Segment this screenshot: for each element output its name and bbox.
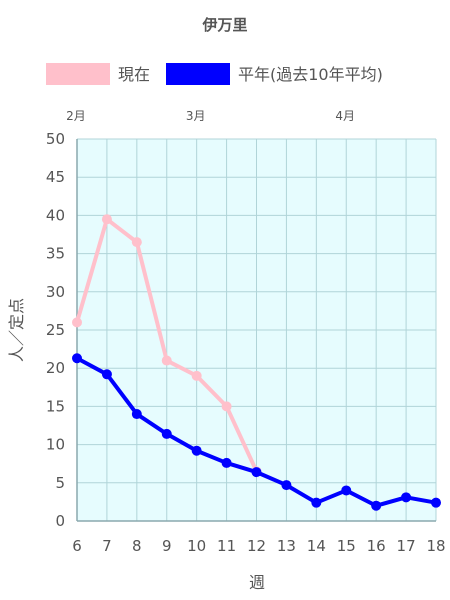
month-label: 4月 [335,109,355,123]
grid [76,138,437,522]
legend-swatch [166,63,230,85]
month-label: 3月 [186,109,206,123]
legend-item: 現在 [46,63,150,85]
y-axis-label: 人／定点 [7,298,26,362]
y-tick-label: 10 [46,436,65,454]
x-tick-label: 18 [426,537,445,555]
data-point [341,485,352,496]
month-labels: 2月 3月 4月 [66,109,355,123]
y-tick-label: 25 [46,321,65,339]
x-tick-label: 7 [102,537,112,555]
data-point [101,214,112,225]
legend-label: 現在 [118,65,150,84]
legend: 現在 平年(過去10年平均) [46,63,383,85]
x-tick-label: 15 [337,537,356,555]
data-point [281,480,292,491]
x-axis-label: 週 [249,573,265,592]
data-point [72,317,82,328]
y-tick-label: 15 [46,397,65,415]
chart-title: 伊万里 [201,16,247,34]
data-point [101,369,112,380]
data-point [401,492,412,503]
data-point [251,467,262,478]
data-point [161,428,172,439]
x-tick-label: 10 [187,537,206,555]
axes [76,139,436,522]
x-tick-label: 8 [132,537,142,555]
y-tick-label: 45 [46,168,65,186]
data-point [131,409,142,420]
month-label: 2月 [66,109,86,123]
series-2 [72,353,441,511]
x-tick-label: 17 [397,537,416,555]
x-tick-label: 6 [72,537,82,555]
legend-swatch [46,63,110,85]
y-tick-label: 35 [46,245,65,263]
data-point [72,353,82,364]
data-point [191,370,202,381]
x-tick-label: 16 [367,537,386,555]
x-tick-label: 11 [217,537,236,555]
y-tick-label: 50 [46,130,65,148]
data-point [431,497,441,508]
data-point [221,401,232,412]
y-tick-label: 0 [55,512,65,530]
x-tick-label: 13 [277,537,296,555]
data-point [371,500,382,511]
x-tick-label: 14 [307,537,326,555]
legend-label: 平年(過去10年平均) [238,65,383,84]
x-tick-labels: 6 7 8 9 10 11 12 13 14 15 16 17 18 [72,537,445,555]
y-tick-label: 40 [46,206,65,224]
data-point [221,457,232,468]
data-point [131,237,142,248]
y-tick-labels: 0 5 10 15 20 25 30 35 40 45 50 [46,130,65,530]
x-tick-label: 9 [162,537,172,555]
series-layer [72,214,441,511]
data-point [161,355,172,366]
data-point [311,497,322,508]
x-tick-label: 12 [247,537,266,555]
y-tick-label: 20 [46,359,65,377]
y-tick-label: 30 [46,283,65,301]
y-tick-label: 5 [55,474,65,492]
legend-item: 平年(過去10年平均) [166,63,383,85]
data-point [191,445,202,456]
